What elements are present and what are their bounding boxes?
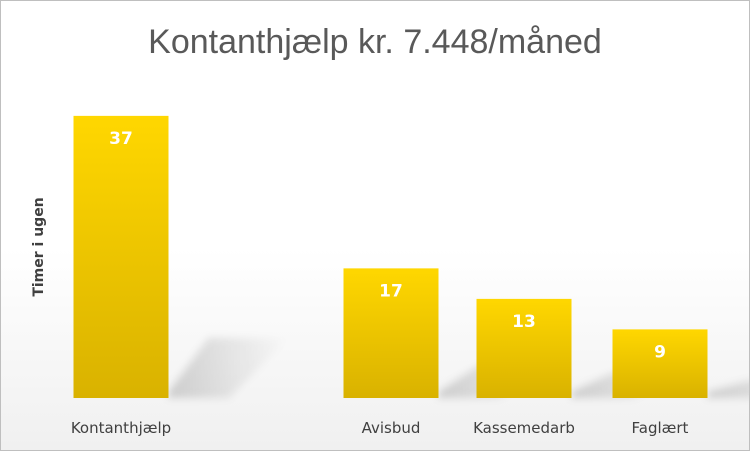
bar-shadow bbox=[707, 380, 749, 398]
data-label: 37 bbox=[109, 129, 133, 149]
category-label: Avisbud bbox=[362, 419, 421, 437]
data-label: 13 bbox=[512, 312, 536, 332]
bar-kassemedarb bbox=[476, 298, 572, 398]
bar-avisbud bbox=[343, 268, 439, 398]
category-label: Kontanthjælp bbox=[71, 419, 171, 437]
category-label: Faglært bbox=[632, 419, 689, 437]
data-label: 9 bbox=[654, 342, 666, 362]
bar-kontanthjælp bbox=[73, 115, 169, 398]
category-label: Kassemedarb bbox=[473, 419, 575, 437]
chart-title: Kontanthjælp kr. 7.448/måned bbox=[148, 23, 602, 61]
bar-shadow bbox=[168, 338, 289, 398]
bar-faglært bbox=[612, 329, 708, 398]
data-label: 17 bbox=[379, 281, 403, 301]
